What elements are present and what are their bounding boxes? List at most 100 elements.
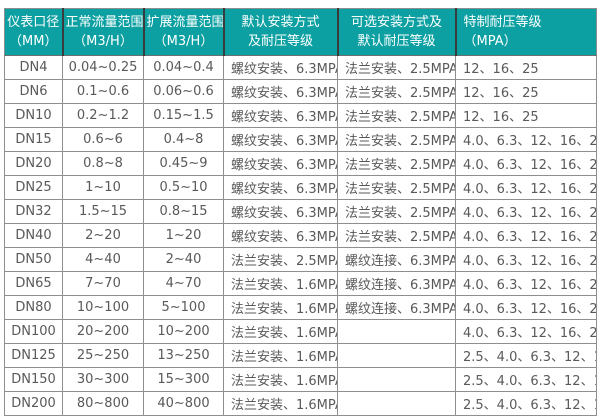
cell-extended-range: 10~200: [143, 319, 224, 344]
cell-extended-range: 0.5~10: [143, 175, 224, 200]
col-header-extended-flow-range-line2: （M3/H）: [153, 34, 214, 49]
table-row-dn125: DN125 25~250 13~250 法兰安装、1.6MPA 2.5、4.0、…: [4, 343, 597, 368]
cell-normal-range: 7~70: [62, 271, 144, 296]
col-header-normal-flow-range: 正常流量范围 （M3/H）: [61, 8, 144, 56]
table-row-dn65: DN65 7~70 4~70 法兰安装、1.6MPA 螺纹连接、6.3MPA 4…: [4, 271, 597, 296]
cell-special-pressure: 4.0、6.3、12、16、25: [455, 175, 597, 200]
header-row: 仪表口径 （MM） 正常流量范围 （M3/H） 扩展流量范围 （M3/H） 默认安装方…: [4, 8, 597, 56]
cell-normal-range: 30~300: [62, 367, 144, 392]
cell-normal-range: 4~40: [62, 247, 144, 272]
col-header-default-install-line1: 默认安装方式: [241, 15, 320, 30]
cell-optional-install: 螺纹连接、6.3MPA: [337, 271, 456, 296]
cell-default-install: 法兰安装、1.6MPA: [223, 343, 338, 368]
col-header-default-install-line2: 及耐压等级: [247, 34, 313, 49]
cell-special-pressure: 12、16、25: [455, 103, 597, 128]
cell-normal-range: 0.8~8: [62, 151, 144, 176]
cell-optional-install: 螺纹连接、6.3MPA: [337, 295, 456, 320]
col-header-special-pressure-line1: 特制耐压等级: [463, 15, 542, 30]
cell-extended-range: 0.45~9: [143, 151, 224, 176]
cell-special-pressure: 4.0、6.3、12、16、25: [455, 271, 597, 296]
cell-normal-range: 10~100: [62, 295, 144, 320]
table-row-dn200: DN200 80~800 40~800 法兰安装、1.6MPA 2.5、4.0、…: [4, 391, 597, 416]
cell-diameter: DN200: [4, 391, 63, 416]
col-header-special-pressure: 特制耐压等级 （MPA）: [454, 8, 597, 56]
table-row-dn6: DN6 0.1~0.6 0.06~0.6 螺纹安装、6.3MPA 法兰安装、2.…: [4, 79, 597, 104]
cell-diameter: DN65: [4, 271, 63, 296]
cell-normal-range: 0.04~0.25: [62, 55, 144, 80]
cell-diameter: DN10: [4, 103, 63, 128]
cell-normal-range: 0.2~1.2: [62, 103, 144, 128]
table-row-dn40: DN40 2~20 1~20 螺纹安装、6.3MPA 法兰安装、2.5MPA 4…: [4, 223, 597, 248]
cell-diameter: DN150: [4, 367, 63, 392]
cell-normal-range: 1.5~15: [62, 199, 144, 224]
col-header-optional-install-line2: 默认耐压等级: [357, 34, 436, 49]
cell-default-install: 螺纹安装、6.3MPA: [223, 79, 338, 104]
cell-default-install: 螺纹安装、6.3MPA: [223, 151, 338, 176]
table-row-dn10: DN10 0.2~1.2 0.15~1.5 螺纹安装、6.3MPA 法兰安装、2…: [4, 103, 597, 128]
cell-optional-install: [337, 367, 456, 392]
cell-optional-install: 螺纹连接、6.3MPA: [337, 247, 456, 272]
cell-diameter: DN32: [4, 199, 63, 224]
cell-default-install: 螺纹安装、6.3MPA: [223, 127, 338, 152]
table-row-dn25: DN25 1~10 0.5~10 螺纹安装、6.3MPA 法兰安装、2.5MPA…: [4, 175, 597, 200]
cell-special-pressure: 2.5、4.0、6.3、12、16: [455, 367, 597, 392]
col-header-extended-flow-range-line1: 扩展流量范围: [146, 15, 224, 30]
table-row-dn80: DN80 10~100 5~100 法兰安装、1.6MPA 螺纹连接、6.3MP…: [4, 295, 597, 320]
cell-extended-range: 40~800: [143, 391, 224, 416]
col-header-special-pressure-line2: （MPA）: [463, 34, 517, 49]
table-row-dn100: DN100 20~200 10~200 法兰安装、1.6MPA 4.0、6.3、…: [4, 319, 597, 344]
cell-diameter: DN15: [4, 127, 63, 152]
cell-default-install: 螺纹安装、6.3MPA: [223, 199, 338, 224]
cell-extended-range: 0.04~0.4: [143, 55, 224, 80]
cell-special-pressure: 2.5、4.0、6.3、12、16: [455, 391, 597, 416]
cell-optional-install: 法兰安装、2.5MPA: [337, 55, 456, 80]
col-header-normal-flow-range-line1: 正常流量范围: [65, 15, 144, 30]
cell-diameter: DN80: [4, 295, 63, 320]
col-header-optional-install-line1: 可选安装方式及: [350, 15, 442, 30]
cell-default-install: 法兰安装、2.5MPA: [223, 247, 338, 272]
table-row-dn150: DN150 30~300 15~300 法兰安装、1.6MPA 2.5、4.0、…: [4, 367, 597, 392]
cell-default-install: 法兰安装、1.6MPA: [223, 391, 338, 416]
cell-optional-install: 法兰安装、2.5MPA: [337, 175, 456, 200]
cell-normal-range: 80~800: [62, 391, 144, 416]
cell-default-install: 法兰安装、1.6MPA: [223, 319, 338, 344]
cell-special-pressure: 12、16、25: [455, 79, 597, 104]
cell-extended-range: 0.4~8: [143, 127, 224, 152]
cell-diameter: DN125: [4, 343, 63, 368]
table-row-dn20: DN20 0.8~8 0.45~9 螺纹安装、6.3MPA 法兰安装、2.5MP…: [4, 151, 597, 176]
cell-diameter: DN50: [4, 247, 63, 272]
table-row-dn50: DN50 4~40 2~40 法兰安装、2.5MPA 螺纹连接、6.3MPA 4…: [4, 247, 597, 272]
cell-extended-range: 13~250: [143, 343, 224, 368]
col-header-diameter-line1: 仪表口径: [7, 15, 60, 30]
cell-diameter: DN40: [4, 223, 63, 248]
cell-optional-install: 法兰安装、2.5MPA: [337, 151, 456, 176]
cell-extended-range: 4~70: [143, 271, 224, 296]
cell-normal-range: 25~250: [62, 343, 144, 368]
col-header-diameter-line2: （MM）: [9, 34, 58, 49]
cell-optional-install: 法兰安装、2.5MPA: [337, 79, 456, 104]
table-row-dn15: DN15 0.6~6 0.4~8 螺纹安装、6.3MPA 法兰安装、2.5MPA…: [4, 127, 597, 152]
cell-default-install: 法兰安装、1.6MPA: [223, 367, 338, 392]
cell-diameter: DN25: [4, 175, 63, 200]
cell-default-install: 螺纹安装、6.3MPA: [223, 223, 338, 248]
col-header-extended-flow-range: 扩展流量范围 （M3/H）: [142, 8, 224, 56]
col-header-default-install: 默认安装方式 及耐压等级: [222, 8, 338, 56]
cell-extended-range: 5~100: [143, 295, 224, 320]
cell-extended-range: 1~20: [143, 223, 224, 248]
cell-special-pressure: 2.5、4.0、6.3、12、16: [455, 343, 597, 368]
cell-special-pressure: 4.0、6.3、12、16、25: [455, 295, 597, 320]
cell-optional-install: [337, 391, 456, 416]
cell-normal-range: 20~200: [62, 319, 144, 344]
table-row-dn4: DN4 0.04~0.25 0.04~0.4 螺纹安装、6.3MPA 法兰安装、…: [4, 55, 597, 80]
col-header-normal-flow-range-line2: （M3/H）: [73, 34, 133, 49]
cell-extended-range: 2~40: [143, 247, 224, 272]
cell-optional-install: [337, 343, 456, 368]
cell-extended-range: 0.06~0.6: [143, 79, 224, 104]
cell-optional-install: 法兰安装、2.5MPA: [337, 103, 456, 128]
cell-diameter: DN20: [4, 151, 63, 176]
cell-extended-range: 0.8~15: [143, 199, 224, 224]
cell-default-install: 螺纹安装、6.3MPA: [223, 55, 338, 80]
cell-optional-install: 法兰安装、2.5MPA: [337, 223, 456, 248]
cell-optional-install: [337, 319, 456, 344]
